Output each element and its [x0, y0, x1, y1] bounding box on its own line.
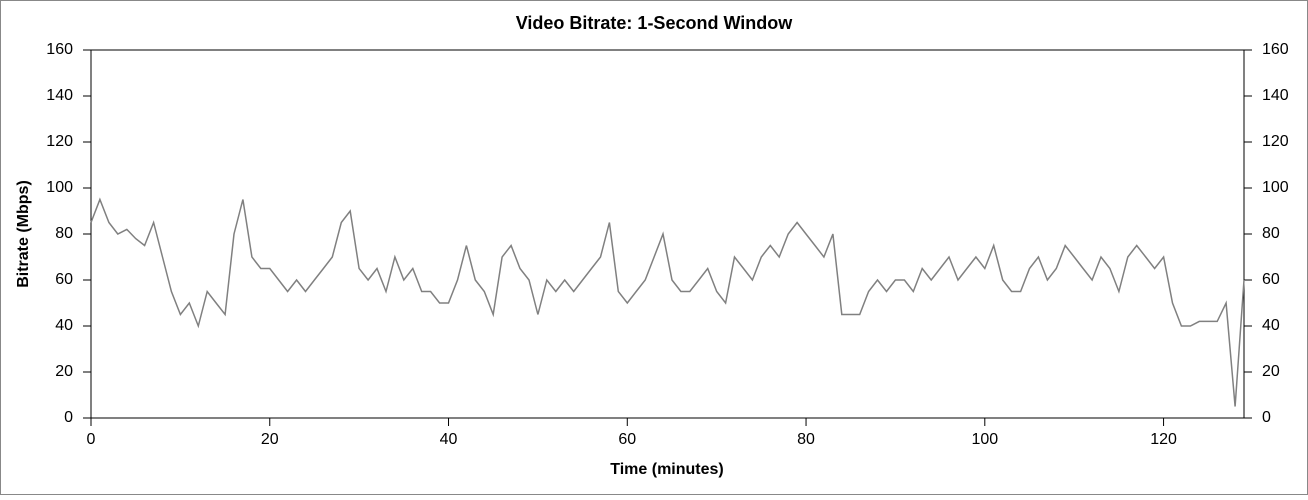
x-tick-label: 60	[618, 431, 636, 448]
x-tick-label: 100	[971, 431, 998, 448]
y2-tick-label: 40	[1262, 317, 1280, 334]
y-tick-label: 80	[55, 225, 73, 242]
y2-tick-label: 120	[1262, 133, 1289, 150]
y-tick-label: 40	[55, 317, 73, 334]
y-tick-label: 20	[55, 363, 73, 380]
x-tick-label: 80	[797, 431, 815, 448]
y2-tick-label: 160	[1262, 41, 1289, 58]
x-tick-label: 120	[1150, 431, 1177, 448]
y-tick-label: 160	[46, 41, 73, 58]
y2-tick-label: 80	[1262, 225, 1280, 242]
y2-tick-label: 0	[1262, 409, 1271, 426]
x-tick-label: 20	[261, 431, 279, 448]
y-tick-label: 60	[55, 271, 73, 288]
x-tick-label: 0	[87, 431, 96, 448]
y-tick-label: 100	[46, 179, 73, 196]
y2-tick-label: 100	[1262, 179, 1289, 196]
x-axis-label: Time (minutes)	[610, 461, 724, 478]
x-tick-label: 40	[440, 431, 458, 448]
y-tick-label: 120	[46, 133, 73, 150]
y2-tick-label: 140	[1262, 87, 1289, 104]
y2-tick-label: 60	[1262, 271, 1280, 288]
y-tick-label: 140	[46, 87, 73, 104]
y-tick-label: 0	[64, 409, 73, 426]
y2-tick-label: 20	[1262, 363, 1280, 380]
y-axis-label: Bitrate (Mbps)	[15, 180, 32, 288]
chart-title: Video Bitrate: 1-Second Window	[516, 13, 794, 33]
data-line	[90, 197, 1245, 407]
